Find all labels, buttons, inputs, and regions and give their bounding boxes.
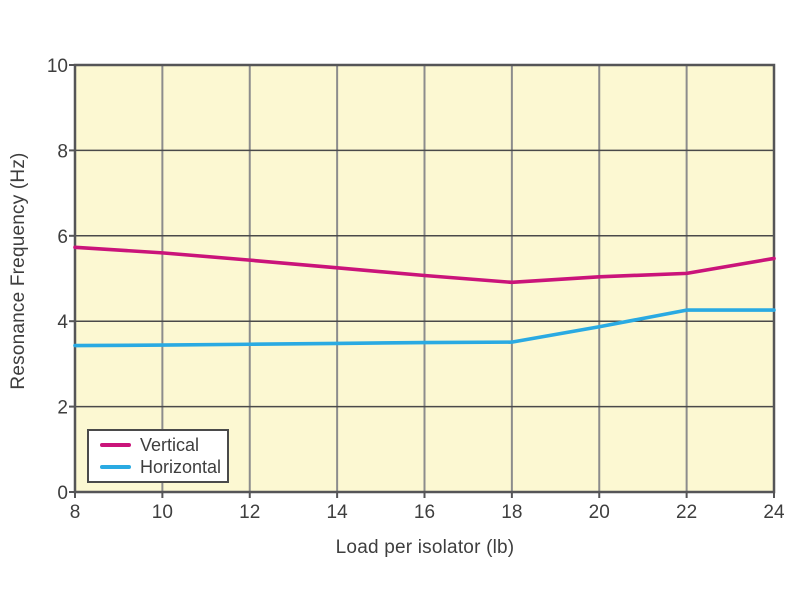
legend-item-vertical: Vertical bbox=[89, 436, 227, 454]
plot-border bbox=[73, 63, 776, 494]
y-tick-label: 2 bbox=[57, 398, 68, 419]
y-tick-label: 4 bbox=[57, 312, 68, 333]
horizontal-series-swatch bbox=[100, 465, 131, 470]
legend-label-vertical: Vertical bbox=[140, 434, 200, 455]
legend-item-horizontal: Horizontal bbox=[89, 458, 227, 476]
x-axis-title: Load per isolator (lb) bbox=[335, 537, 515, 558]
x-tick-label: 20 bbox=[589, 502, 610, 523]
x-tick-label: 12 bbox=[239, 502, 260, 523]
x-tick-label: 24 bbox=[763, 502, 785, 523]
y-axis-title: Resonance Frequency (Hz) bbox=[8, 152, 29, 390]
x-tick-label: 8 bbox=[70, 502, 81, 523]
x-tick-label: 10 bbox=[152, 502, 173, 523]
legend: Vertical Horizontal bbox=[87, 429, 229, 483]
series-line-horizontal bbox=[73, 308, 776, 348]
x-tick-label: 18 bbox=[501, 502, 522, 523]
y-tick-label: 8 bbox=[57, 141, 68, 162]
x-tick-label: 16 bbox=[414, 502, 435, 523]
x-tick-label: 14 bbox=[327, 502, 349, 523]
series-line-vertical bbox=[73, 245, 776, 285]
legend-label-horizontal: Horizontal bbox=[140, 457, 222, 478]
y-tick-label: 10 bbox=[47, 56, 68, 77]
vertical-series-swatch bbox=[100, 442, 131, 447]
y-tick-label: 0 bbox=[57, 483, 68, 504]
x-tick-label: 22 bbox=[676, 502, 697, 523]
y-tick-label: 6 bbox=[57, 227, 68, 248]
